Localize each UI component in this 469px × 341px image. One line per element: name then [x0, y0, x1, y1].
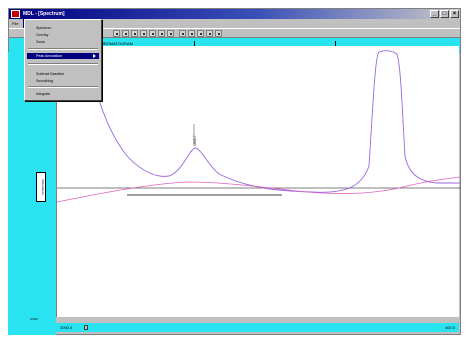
menu-item-peak-annotation[interactable]: Peak Annotation — [27, 53, 99, 59]
peak-label: 1645.7 — [193, 135, 197, 146]
menu-item-integrate[interactable]: Integrate — [36, 92, 51, 96]
menu-item-overlay[interactable]: Overlay — [36, 33, 49, 37]
maximize-button[interactable]: □ — [440, 10, 449, 18]
toolbar-open-icon[interactable] — [113, 30, 120, 37]
menu-file[interactable]: File — [12, 21, 19, 26]
menu-separator — [28, 86, 98, 88]
menu-item-subtract-baseline[interactable]: Subtract Baseline — [36, 72, 65, 76]
info-text: CHROMATOGRAM — [98, 41, 133, 46]
toolbar-zoom-in-icon[interactable] — [140, 30, 147, 37]
spectrum-svg: 1645.7 — [56, 45, 461, 203]
toolbar-cursor-icon[interactable] — [158, 30, 165, 37]
spectrum-trace — [88, 45, 460, 193]
toolbar-overlay-icon[interactable] — [206, 30, 213, 37]
x-axis-bar[interactable] — [56, 323, 459, 332]
toolbar-info-icon[interactable] — [215, 30, 222, 37]
y-axis-bottom-label: 0.000 — [30, 317, 38, 321]
info-row: CHROMATOGRAM — [92, 41, 451, 47]
window-title: MDL - [Spectrum] — [23, 11, 65, 17]
plot-area[interactable]: 1645.7 — [56, 45, 461, 317]
menu-separator — [28, 48, 98, 50]
menu-separator — [28, 63, 98, 65]
reference-trace — [56, 176, 461, 203]
menu-item-smoothing[interactable]: Smoothing — [36, 79, 54, 83]
submenu-arrow-icon — [93, 54, 96, 58]
edit-dropdown-menu: Spectrum Overlay Zoom Peak Annotation Su… — [24, 19, 102, 101]
x-scroll-thumb[interactable] — [84, 325, 88, 330]
info-divider — [194, 41, 195, 47]
close-button[interactable]: × — [450, 10, 459, 18]
minimize-button[interactable]: _ — [430, 10, 439, 18]
toolbar-zoom-out-icon[interactable] — [149, 30, 156, 37]
toolbar-print-icon[interactable] — [131, 30, 138, 37]
toolbar-scale-icon[interactable] — [179, 30, 186, 37]
y-axis-title: Absorbance — [36, 172, 46, 202]
title-bar[interactable]: MDL - [Spectrum] _ □ × — [9, 9, 460, 19]
menu-item-spectrum[interactable]: Spectrum — [36, 26, 52, 30]
app-icon[interactable] — [11, 10, 20, 18]
info-divider — [335, 41, 336, 47]
toolbar-smooth-icon[interactable] — [197, 30, 204, 37]
toolbar-peak-icon[interactable] — [167, 30, 174, 37]
menu-item-peak-annotation-label: Peak Annotation — [36, 54, 63, 58]
x-axis-start-label: 2000.0 — [60, 325, 73, 330]
toolbar-baseline-icon[interactable] — [188, 30, 195, 37]
toolbar-save-icon[interactable] — [122, 30, 129, 37]
x-axis-end-label: 400.0 — [445, 325, 456, 330]
menu-item-zoom[interactable]: Zoom — [36, 40, 46, 44]
toolbar — [9, 28, 460, 38]
